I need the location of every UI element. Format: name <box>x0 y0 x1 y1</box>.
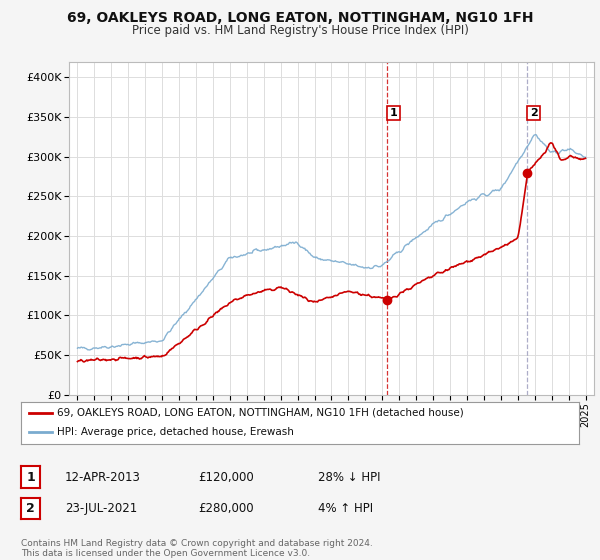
Text: 28% ↓ HPI: 28% ↓ HPI <box>318 470 380 484</box>
Text: 1: 1 <box>26 470 35 484</box>
Text: £280,000: £280,000 <box>198 502 254 515</box>
Text: 12-APR-2013: 12-APR-2013 <box>65 470 140 484</box>
Text: Price paid vs. HM Land Registry's House Price Index (HPI): Price paid vs. HM Land Registry's House … <box>131 24 469 37</box>
Text: 2: 2 <box>26 502 35 515</box>
Text: 69, OAKLEYS ROAD, LONG EATON, NOTTINGHAM, NG10 1FH (detached house): 69, OAKLEYS ROAD, LONG EATON, NOTTINGHAM… <box>57 408 464 418</box>
Text: £120,000: £120,000 <box>198 470 254 484</box>
Text: HPI: Average price, detached house, Erewash: HPI: Average price, detached house, Erew… <box>57 427 294 437</box>
Text: 4% ↑ HPI: 4% ↑ HPI <box>318 502 373 515</box>
Text: Contains HM Land Registry data © Crown copyright and database right 2024.
This d: Contains HM Land Registry data © Crown c… <box>21 539 373 558</box>
Text: 2: 2 <box>530 108 538 118</box>
Text: 1: 1 <box>389 108 397 118</box>
Text: 23-JUL-2021: 23-JUL-2021 <box>65 502 137 515</box>
Text: 69, OAKLEYS ROAD, LONG EATON, NOTTINGHAM, NG10 1FH: 69, OAKLEYS ROAD, LONG EATON, NOTTINGHAM… <box>67 11 533 25</box>
